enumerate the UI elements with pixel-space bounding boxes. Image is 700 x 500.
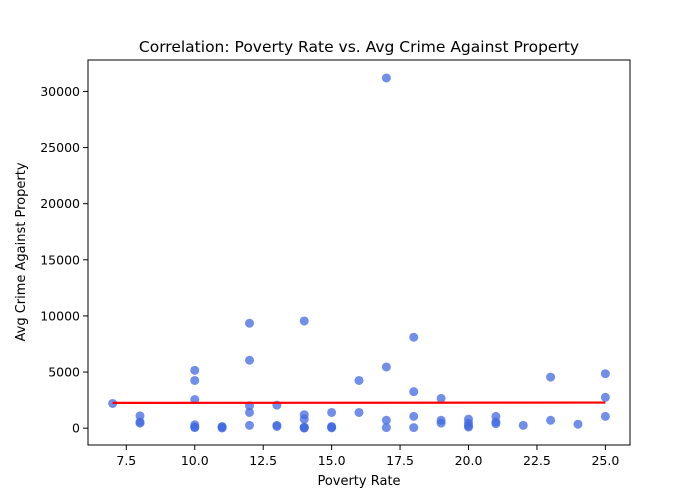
data-point bbox=[518, 420, 528, 430]
data-point bbox=[381, 362, 391, 372]
data-point bbox=[409, 387, 419, 397]
x-tick-label: 17.5 bbox=[386, 453, 414, 468]
y-tick-label: 30000 bbox=[40, 84, 80, 99]
data-point bbox=[409, 423, 419, 433]
y-tick-label: 20000 bbox=[40, 196, 80, 211]
x-tick-label: 20.0 bbox=[455, 453, 483, 468]
data-point bbox=[436, 418, 446, 428]
data-point bbox=[135, 411, 145, 421]
data-point bbox=[463, 422, 473, 432]
x-tick-label: 15.0 bbox=[318, 453, 346, 468]
plot-frame bbox=[87, 59, 631, 446]
data-point bbox=[272, 421, 282, 431]
plot-area bbox=[108, 73, 610, 433]
y-tick-label: 10000 bbox=[40, 308, 80, 323]
x-tick-label: 10.0 bbox=[181, 453, 209, 468]
data-point bbox=[190, 375, 200, 385]
data-point bbox=[245, 407, 255, 417]
x-tick-label: 22.5 bbox=[523, 453, 551, 468]
x-tick-label: 12.5 bbox=[249, 453, 277, 468]
data-point bbox=[354, 375, 364, 385]
x-axis: 7.5 10.0 12.5 15.0 17.5 20.0 22.5 25.0 bbox=[116, 445, 619, 468]
data-point bbox=[381, 73, 391, 83]
data-point bbox=[436, 393, 446, 403]
data-point bbox=[546, 372, 556, 382]
data-point bbox=[135, 418, 145, 428]
data-point bbox=[409, 332, 419, 342]
data-point bbox=[190, 423, 200, 433]
data-point bbox=[546, 415, 556, 425]
data-point bbox=[245, 355, 255, 365]
y-axis-label: Avg Crime Against Property bbox=[14, 162, 29, 341]
y-tick-label: 0 bbox=[72, 421, 80, 436]
data-point bbox=[245, 420, 255, 430]
data-point bbox=[600, 369, 610, 379]
data-point bbox=[600, 411, 610, 421]
data-point bbox=[491, 419, 501, 429]
data-point bbox=[299, 414, 309, 424]
y-axis: 0 5000 10000 15000 20000 25000 30000 bbox=[40, 84, 88, 436]
data-point bbox=[327, 423, 337, 433]
data-point bbox=[245, 318, 255, 328]
data-point bbox=[299, 423, 309, 433]
data-point bbox=[409, 411, 419, 421]
x-axis-label: Poverty Rate bbox=[317, 474, 400, 489]
data-point bbox=[327, 407, 337, 417]
x-tick-label: 25.0 bbox=[591, 453, 619, 468]
data-point bbox=[573, 419, 583, 429]
chart-title: Correlation: Poverty Rate vs. Avg Crime … bbox=[139, 38, 579, 56]
data-point bbox=[108, 398, 118, 408]
data-point bbox=[354, 407, 364, 417]
data-point bbox=[217, 423, 227, 433]
y-tick-label: 15000 bbox=[40, 252, 80, 267]
data-point bbox=[381, 423, 391, 433]
data-point bbox=[190, 365, 200, 375]
y-tick-label: 25000 bbox=[40, 140, 80, 155]
data-point bbox=[299, 316, 309, 326]
x-tick-label: 7.5 bbox=[116, 453, 136, 468]
data-point bbox=[381, 415, 391, 425]
y-tick-label: 5000 bbox=[48, 365, 80, 380]
data-point bbox=[600, 392, 610, 402]
